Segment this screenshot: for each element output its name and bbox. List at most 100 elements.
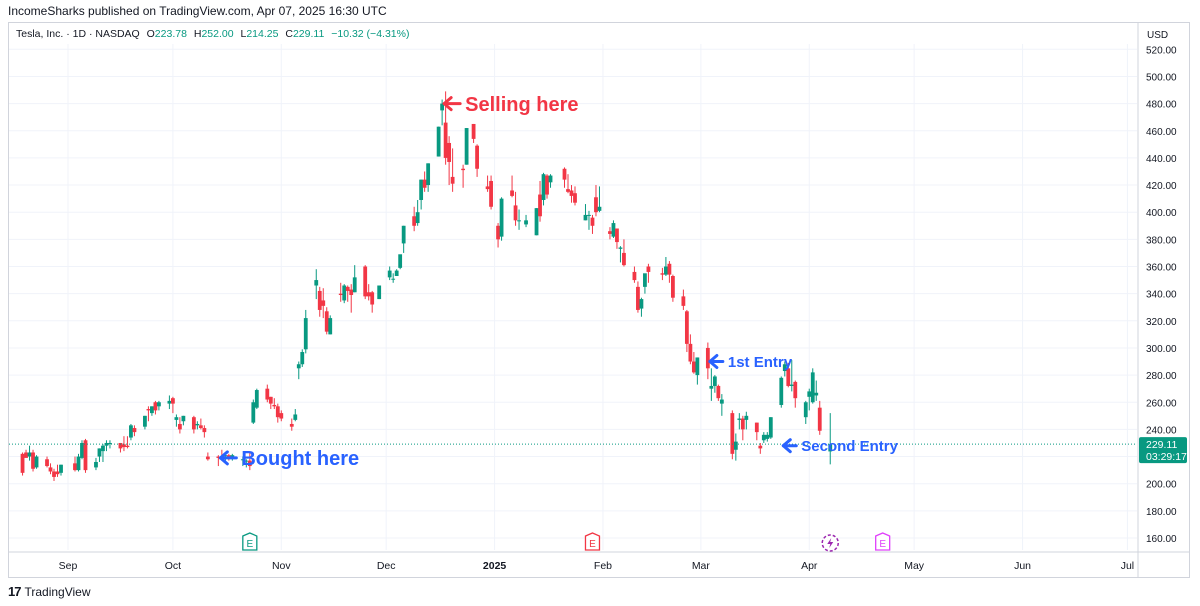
candle-body [489, 180, 493, 207]
earnings-badge [584, 532, 601, 551]
y-tick-label: 180.00 [1146, 507, 1177, 518]
candle-body [793, 381, 798, 399]
splits-bolt [827, 538, 834, 548]
candle-body [681, 296, 686, 306]
candle-body [426, 163, 431, 186]
footer-brand[interactable]: 17 TradingView [8, 584, 91, 599]
candle-body [275, 406, 280, 418]
candle-body [167, 400, 172, 404]
candle-body [594, 197, 598, 213]
annotation-text: Second Entry [801, 438, 898, 455]
candle-body [157, 402, 161, 407]
candle-body [615, 228, 619, 243]
candle-body [782, 364, 787, 372]
x-tick-label: Oct [165, 560, 181, 572]
candle-body [611, 223, 616, 237]
y-tick-label: 320.00 [1146, 317, 1177, 328]
candle-body [247, 460, 252, 467]
candle-body [622, 252, 626, 266]
candle-body [566, 189, 570, 192]
candle-body [83, 440, 88, 471]
candle-body [195, 423, 200, 426]
arrow-head-icon [708, 354, 719, 370]
y-tick-label: 380.00 [1146, 235, 1177, 246]
candle-body [412, 216, 417, 226]
candle-body [153, 402, 158, 411]
candle-body [789, 384, 794, 386]
candle-body [768, 417, 773, 438]
candle-body [216, 456, 221, 458]
annotation-second-entry: Second Entry [781, 438, 899, 455]
y-tick-label: 280.00 [1146, 371, 1177, 382]
candle-body [636, 286, 640, 310]
candle-body [314, 280, 319, 286]
candle-body [198, 425, 203, 429]
y-axis: 160.00180.00200.00220.00240.00260.00280.… [1146, 45, 1177, 545]
open-value: 223.78 [154, 28, 187, 40]
candle-body [765, 434, 770, 439]
candle-body [709, 385, 714, 389]
candle-body [108, 442, 112, 444]
candle-body [499, 198, 504, 237]
countdown-label: 03:29:17 [1146, 451, 1187, 463]
candle-body [143, 415, 147, 427]
candle-body [737, 418, 742, 420]
y-tick-label: 460.00 [1146, 127, 1177, 138]
candle-body [664, 266, 668, 275]
high-label: H [193, 28, 202, 40]
y-tick-label: 360.00 [1146, 263, 1177, 274]
earnings-glyph: E [246, 539, 253, 550]
x-tick-label: Jul [1121, 560, 1134, 572]
candle-body [73, 463, 77, 471]
candle-body [391, 278, 396, 280]
symbol-legend: Tesla, Inc. · 1D · NASDAQ O223.78 H252.0… [16, 28, 409, 40]
x-tick-label: Apr [801, 560, 818, 572]
candle-body [562, 168, 567, 180]
y-tick-label: 400.00 [1146, 208, 1177, 219]
candle-body [387, 270, 392, 278]
symbol-name[interactable]: Tesla, Inc. · 1D · NASDAQ [16, 28, 140, 40]
current-price-label: 229.11 [1146, 439, 1177, 451]
candle-body [181, 415, 186, 422]
change-value: −10.32 (−4.31%) [331, 28, 410, 40]
candle-body [349, 289, 354, 296]
candle-body [363, 266, 368, 297]
annotation-text: Bought here [241, 448, 359, 470]
candle-series [20, 91, 833, 481]
candle-body [422, 179, 427, 188]
candle-body [828, 444, 833, 452]
candle-body [174, 417, 179, 420]
candle-body [691, 361, 696, 373]
candle-body [317, 290, 322, 310]
candle-body [786, 368, 791, 386]
candle-body [59, 464, 63, 473]
x-tick-label: Sep [59, 560, 78, 572]
candle-body [76, 456, 81, 471]
candle-body [450, 176, 455, 184]
candle-body [670, 276, 675, 298]
earnings-badge [242, 532, 258, 551]
candle-body [293, 414, 298, 420]
y-tick-label: 240.00 [1146, 425, 1177, 436]
earnings-event-icon: E [584, 532, 601, 551]
candle-body [660, 273, 665, 275]
candle-body [573, 193, 577, 203]
candle-body [667, 263, 672, 275]
brand-name: TradingView [24, 584, 91, 599]
y-tick-label: 200.00 [1146, 480, 1177, 491]
y-tick-label: 440.00 [1146, 154, 1177, 165]
arrow-head-icon [781, 438, 792, 454]
candle-body [101, 445, 105, 452]
candle-body [254, 390, 259, 408]
x-axis: Sep Oct Nov Dec 2025 Feb Mar Apr May Jun Jul [59, 560, 1135, 572]
candle-body [352, 277, 357, 293]
annotation-text: 1st Entry [728, 354, 793, 371]
candle-body [810, 372, 815, 403]
candle-body [31, 452, 35, 469]
currency-label[interactable]: USD [1147, 30, 1169, 41]
annotation-text: Selling here [465, 94, 578, 116]
y-tick-label: 300.00 [1146, 344, 1177, 355]
candle-body [639, 299, 644, 309]
candle-body [272, 404, 277, 407]
